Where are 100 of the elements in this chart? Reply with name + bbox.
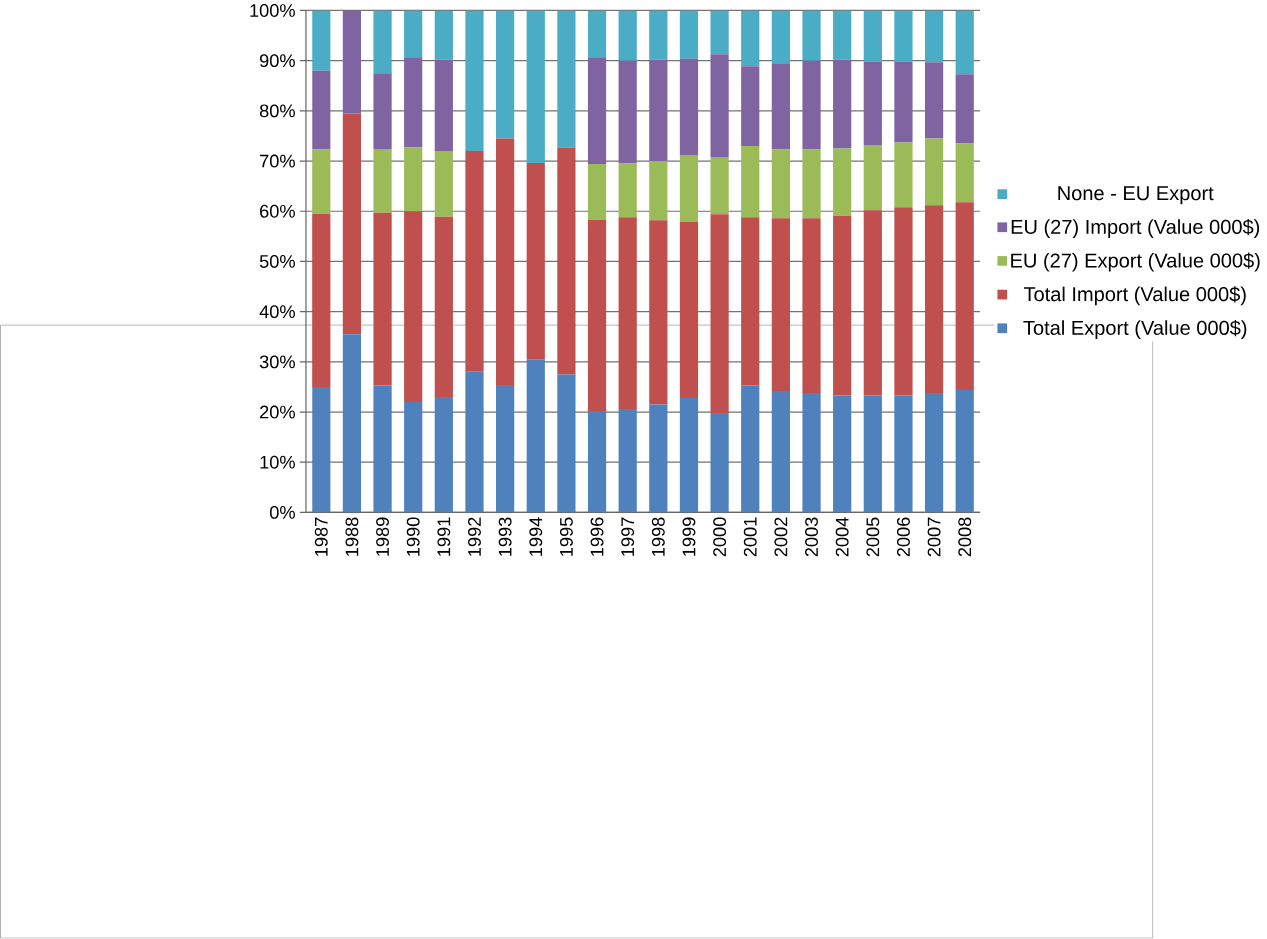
x-tick-label: 1997 [621,517,635,557]
bar [833,10,852,60]
bar [894,10,913,62]
x-tick-label: 2008 [958,517,972,557]
bar [618,409,637,513]
bar [312,70,331,150]
y-tick-label: 70% [260,154,295,168]
bar [587,219,607,412]
bar [863,10,882,62]
legend-label: Total Import (Value 000$) [1023,286,1246,306]
bar [649,10,668,60]
bar [649,59,668,162]
bar [618,163,637,218]
legend-label: Total Export (Value 000$) [1023,320,1247,340]
bar [342,10,362,114]
bar [924,393,944,513]
bar [833,395,852,513]
bar [771,218,790,392]
bar [771,10,790,64]
legend-label: EU (27) Export (Value 000$) [1011,252,1260,272]
bar [863,145,882,211]
bar [833,215,852,396]
bar [373,149,392,213]
bar [833,148,852,216]
bar [434,10,453,60]
x-tick-label: 1996 [590,517,604,557]
x-tick-label: 2002 [774,517,788,557]
bar [649,220,668,405]
bar [618,60,637,164]
bar [587,57,607,165]
bar [710,54,729,158]
bar [679,155,699,222]
bar [802,218,821,394]
bar [802,10,821,61]
x-tick-label: 1999 [682,517,696,557]
bar [955,390,974,513]
y-tick-label: 30% [259,355,295,369]
x-tick-label: 2006 [897,517,910,557]
bar [557,374,576,513]
bar [679,10,699,59]
bar [373,73,392,150]
bar [924,10,944,63]
bar [802,393,821,513]
bar [863,395,882,513]
text: None - EU Export [1058,186,1214,205]
bar [618,217,637,410]
bar [679,222,699,399]
y-tick-label: 20% [260,405,295,419]
bar [465,10,484,152]
bar [434,59,453,152]
bar [342,334,362,513]
bar [404,10,423,58]
x-tick-label: 2003 [805,517,818,557]
bar [404,57,423,148]
bar [924,62,944,139]
bar [526,10,545,164]
bar [710,10,729,55]
bar [618,10,637,61]
bar [434,216,453,398]
y-tick-label: 50% [259,255,295,269]
bar [434,151,453,217]
bar [312,149,331,214]
bar [741,385,760,513]
y-tick-label: 0% [269,506,295,520]
y-tick-label: 100% [250,4,295,18]
bar [894,395,913,513]
bar [955,10,974,75]
legend-label: EU (27) Import (Value 000$) [1011,219,1260,239]
bar [312,387,331,513]
bar [373,212,392,386]
bar [955,143,974,203]
bar [894,207,913,396]
bar [679,398,699,513]
x-tick-label: 1998 [651,517,665,557]
bar [587,411,607,513]
x-tick-label: 1987 [314,517,328,557]
bar [863,61,882,146]
bar [710,214,729,414]
x-tick-label: 2000 [713,517,727,557]
bar [649,161,668,221]
y-tick-label: 90% [259,54,295,68]
bar [526,359,545,513]
bar [771,63,790,150]
bar [465,372,484,513]
bar [924,205,944,394]
bar [373,10,392,74]
x-tick-label: 1994 [529,517,543,557]
bar [679,58,699,156]
y-tick-label: 10% [260,455,295,469]
bar [741,66,760,147]
bar [833,59,852,149]
x-tick-label: 2004 [835,517,849,557]
x-tick-label: 1995 [559,517,573,557]
bar [496,10,515,139]
bar [312,213,331,388]
bar [894,142,913,208]
bar [863,210,882,396]
bar [557,147,576,375]
bar [955,202,974,391]
bar [465,151,484,373]
